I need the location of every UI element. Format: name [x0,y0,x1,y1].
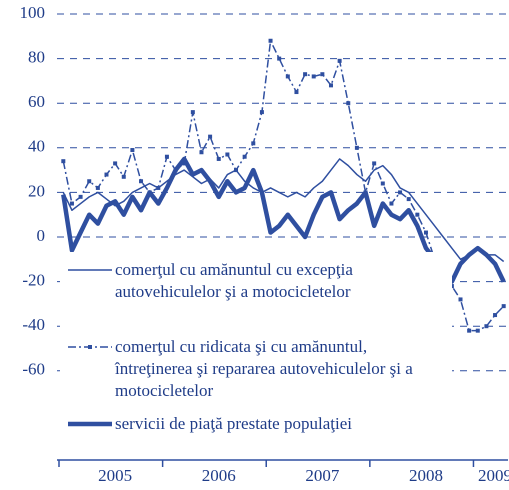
point-marker [251,141,256,146]
legend-label: comerţul cu ridicata şi cu amănuntul, în… [115,337,413,400]
point-marker [156,185,161,190]
point-marker [458,297,463,302]
point-marker [423,230,428,235]
point-marker [87,179,92,184]
point-marker [242,154,247,159]
series-line [62,158,505,263]
legend-background [60,252,452,442]
x-tick-label: 2008 [409,466,443,485]
point-marker [380,181,385,186]
point-marker [415,212,420,217]
legend-label: servicii de piaţă prestate populaţiei [115,414,352,433]
point-marker [337,58,342,63]
point-marker [294,90,299,95]
y-tick-label: 20 [28,181,45,200]
point-marker [328,83,333,88]
legend-label: comerţul cu amănuntul cu excepţia autove… [115,260,353,301]
point-marker [259,110,264,115]
point-marker [389,201,394,206]
point-marker [303,72,308,77]
y-tick-label: 80 [28,48,45,67]
point-marker [346,101,351,106]
point-marker [467,328,472,333]
point-marker [268,38,273,43]
point-marker [199,150,204,155]
point-marker [78,194,83,199]
y-tick-label: -20 [22,271,45,290]
y-tick-label: 40 [28,137,45,156]
point-marker [190,110,195,115]
y-tick-label: 0 [37,226,46,245]
x-tick-label: 2006 [202,466,236,485]
point-marker [354,145,359,150]
point-marker [484,324,489,329]
x-tick-label: 2009 [478,466,509,485]
point-marker [216,156,221,161]
y-tick-label: 60 [28,92,45,111]
point-marker [311,74,316,79]
point-marker [121,174,126,179]
point-marker [234,168,239,173]
point-marker [398,190,403,195]
point-marker [113,161,118,166]
point-marker [69,201,74,206]
point-marker [372,161,377,166]
point-marker [130,148,135,153]
point-marker [501,304,506,309]
y-tick-label: 100 [20,3,46,22]
point-marker [61,159,66,164]
point-marker [208,134,213,139]
x-tick-label: 2005 [98,466,132,485]
point-marker [320,72,325,77]
point-marker [225,152,230,157]
point-marker [406,197,411,202]
point-marker [493,313,498,318]
y-tick-label: -40 [22,315,45,334]
point-marker [285,74,290,79]
legend-marker [88,345,92,349]
x-tick-label: 2007 [305,466,340,485]
point-marker [475,328,480,333]
point-marker [104,172,109,177]
point-marker [164,154,169,159]
point-marker [95,185,100,190]
y-tick-label: -60 [22,360,45,379]
point-marker [277,56,282,61]
point-marker [139,179,144,184]
